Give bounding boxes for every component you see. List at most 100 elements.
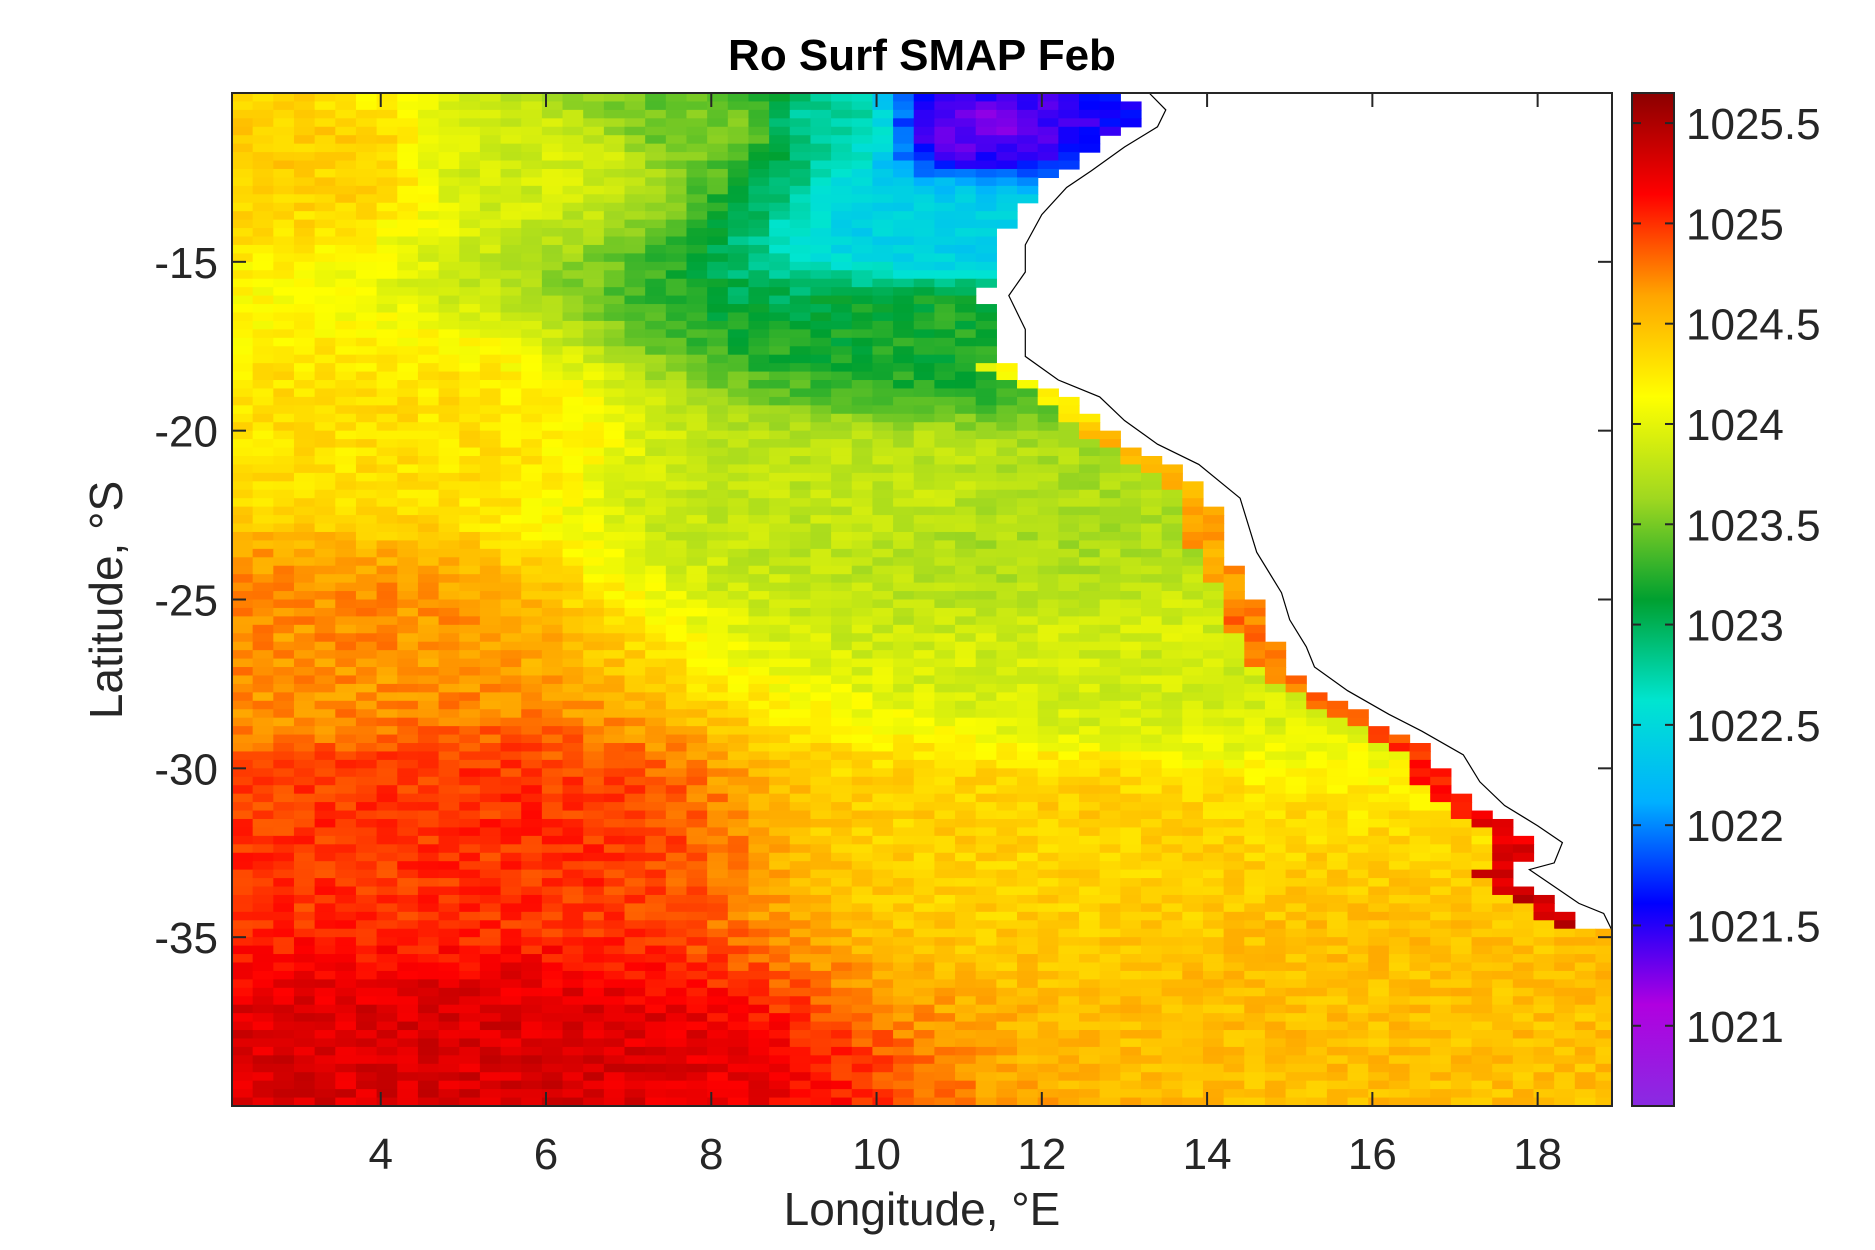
heatmap-cell: [252, 236, 274, 246]
heatmap-cell: [748, 726, 770, 736]
heatmap-cell: [438, 751, 460, 761]
heatmap-cell: [1326, 759, 1349, 769]
heatmap-cell: [1244, 607, 1266, 617]
heatmap-cell: [624, 818, 646, 829]
heatmap-cell: [479, 726, 502, 736]
heatmap-cell: [1017, 455, 1039, 466]
heatmap-cell: [893, 143, 915, 153]
heatmap-cell: [872, 709, 894, 719]
heatmap-cell: [1244, 886, 1266, 896]
heatmap-cell: [232, 93, 254, 103]
heatmap-cell: [541, 650, 564, 660]
heatmap-cell: [1058, 818, 1080, 829]
heatmap-cell: [893, 869, 915, 879]
heatmap-cell: [541, 599, 564, 609]
heatmap-cell: [583, 464, 605, 474]
heatmap-cell: [1347, 903, 1369, 913]
heatmap-cell: [893, 455, 915, 466]
heatmap-cell: [335, 109, 357, 119]
heatmap-cell: [748, 439, 770, 449]
heatmap-cell: [500, 852, 522, 862]
heatmap-cell: [707, 633, 729, 643]
heatmap-cell: [1099, 920, 1121, 930]
heatmap-cell: [1079, 422, 1101, 432]
heatmap-cell: [273, 903, 295, 913]
heatmap-cell: [541, 177, 564, 187]
heatmap-cell: [975, 337, 997, 347]
heatmap-cell: [769, 152, 791, 162]
heatmap-cell: [293, 810, 316, 820]
heatmap-cell: [975, 346, 997, 356]
heatmap-cell: [417, 371, 440, 381]
heatmap-cell: [459, 911, 481, 921]
heatmap-cell: [417, 211, 440, 221]
heatmap-cell: [293, 185, 316, 195]
heatmap-cell: [893, 540, 915, 550]
heatmap-cell: [314, 540, 336, 550]
heatmap-cell: [727, 354, 750, 364]
heatmap-cell: [541, 380, 564, 390]
heatmap-cell: [1388, 886, 1411, 896]
heatmap-cell: [293, 109, 316, 119]
heatmap-cell: [376, 143, 398, 153]
heatmap-cell: [335, 785, 357, 795]
heatmap-cell: [872, 540, 894, 550]
heatmap-cell: [893, 531, 915, 542]
heatmap-cell: [314, 810, 336, 820]
heatmap-cell: [397, 903, 419, 913]
heatmap-cell: [769, 312, 791, 322]
heatmap-cell: [1037, 641, 1059, 651]
heatmap-cell: [438, 413, 460, 423]
heatmap-cell: [541, 244, 564, 254]
heatmap-cell: [1140, 692, 1163, 702]
heatmap-cell: [335, 93, 357, 103]
heatmap-cell: [913, 861, 935, 871]
heatmap-cell: [789, 743, 812, 753]
heatmap-cell: [1017, 388, 1039, 398]
heatmap-cell: [1409, 776, 1431, 786]
heatmap-cell: [645, 152, 667, 162]
heatmap-cell: [335, 599, 357, 609]
heatmap-cell: [686, 304, 708, 314]
heatmap-cell: [438, 380, 460, 390]
heatmap-cell: [293, 515, 316, 525]
heatmap-cell: [1202, 954, 1225, 964]
heatmap-cell: [1099, 894, 1121, 904]
heatmap-cell: [273, 498, 295, 508]
heatmap-cell: [438, 667, 460, 677]
heatmap-cell: [335, 700, 357, 710]
heatmap-cell: [913, 599, 935, 609]
heatmap-cell: [769, 287, 791, 297]
heatmap-cell: [727, 396, 750, 406]
heatmap-cell: [1223, 667, 1245, 677]
heatmap-cell: [1409, 793, 1431, 803]
heatmap-cell: [1430, 945, 1452, 955]
heatmap-cell: [1306, 903, 1328, 913]
heatmap-cell: [562, 557, 584, 567]
heatmap-cell: [996, 911, 1018, 921]
heatmap-cell: [769, 337, 791, 347]
heatmap-cell: [314, 320, 336, 330]
heatmap-cell: [1079, 582, 1101, 592]
heatmap-cell: [252, 304, 274, 314]
heatmap-cell: [500, 667, 522, 677]
heatmap-cell: [1017, 523, 1039, 533]
heatmap-cell: [975, 489, 997, 499]
heatmap-cell: [603, 633, 626, 643]
heatmap-cell: [293, 422, 316, 432]
heatmap-cell: [438, 852, 460, 862]
heatmap-cell: [252, 202, 274, 212]
heatmap-cell: [1182, 743, 1204, 753]
heatmap-cell: [1388, 869, 1411, 879]
heatmap-cell: [789, 869, 812, 879]
heatmap-cell: [893, 177, 915, 187]
heatmap-cell: [975, 827, 997, 837]
heatmap-cell: [1244, 683, 1266, 693]
heatmap-cell: [355, 506, 378, 516]
heatmap-cell: [1079, 557, 1101, 567]
heatmap-cell: [810, 675, 832, 685]
heatmap-cell: [1017, 464, 1039, 474]
heatmap-cell: [707, 616, 729, 626]
heatmap-cell: [541, 861, 564, 871]
heatmap-cell: [335, 304, 357, 314]
